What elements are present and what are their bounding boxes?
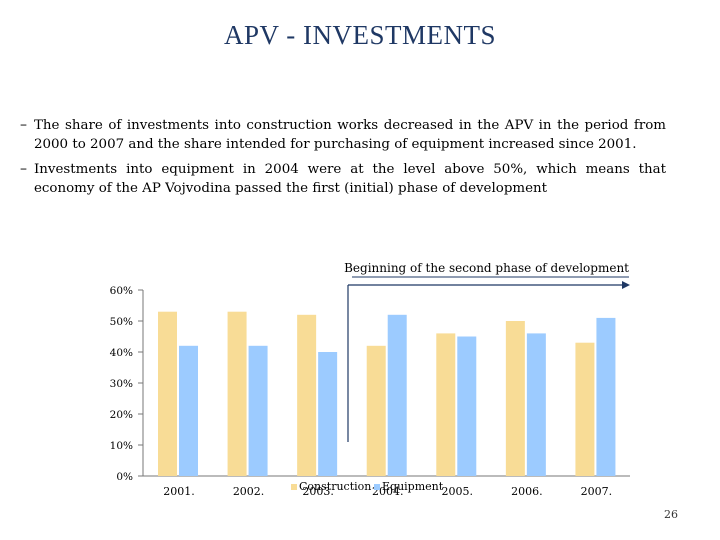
bar-construction (436, 333, 456, 476)
bullet-list: – The share of investments into construc… (20, 116, 670, 204)
bullet-marker: – (20, 117, 27, 133)
bar-construction (227, 311, 247, 476)
bullet-text: Investments into equipment in 2004 were … (34, 162, 666, 196)
y-tick-label: 10% (110, 440, 133, 452)
bar-equipment (179, 345, 198, 476)
bar-construction (575, 342, 595, 476)
legend-label-construction: Construction (299, 480, 371, 493)
phase-annotation: Beginning of the second phase of develop… (344, 261, 629, 275)
y-tick-label: 50% (110, 316, 133, 328)
bar-equipment (387, 314, 407, 476)
page-number: 26 (664, 508, 678, 521)
bar-equipment (526, 333, 546, 476)
bar-construction (366, 345, 386, 476)
bullet-text: The share of investments into constructi… (34, 118, 666, 152)
x-tick-label: 2005. (442, 485, 474, 498)
x-tick-label: 2007. (581, 485, 613, 498)
bullet-item: – The share of investments into construc… (20, 116, 670, 154)
legend-swatch-equipment (374, 484, 380, 490)
bullet-item: – Investments into equipment in 2004 wer… (20, 160, 670, 198)
bar-equipment (318, 352, 338, 476)
x-tick-label: 2001. (163, 485, 195, 498)
bar-construction (297, 314, 317, 476)
y-tick-label: 0% (116, 471, 133, 483)
legend-label-equipment: Equipment (382, 480, 444, 493)
x-tick-label: 2006. (511, 485, 543, 498)
x-tick-label: 2002. (233, 485, 265, 498)
arrow-head-icon (622, 281, 630, 289)
x-tick-label: 2003. (302, 485, 334, 498)
slide-title: APV - INVESTMENTS (223, 20, 496, 50)
bullet-marker: – (20, 161, 27, 177)
x-tick-label: 2004. (372, 485, 404, 498)
legend-swatch-construction (291, 484, 297, 490)
bar-construction (158, 311, 177, 476)
bar-equipment (248, 345, 268, 476)
bar-construction (505, 321, 525, 476)
bar-equipment (457, 336, 477, 476)
y-tick-label: 60% (110, 285, 133, 297)
y-tick-label: 20% (110, 409, 133, 421)
y-tick-label: 30% (110, 378, 133, 390)
y-tick-label: 40% (110, 347, 133, 359)
bar-equipment (596, 317, 616, 476)
